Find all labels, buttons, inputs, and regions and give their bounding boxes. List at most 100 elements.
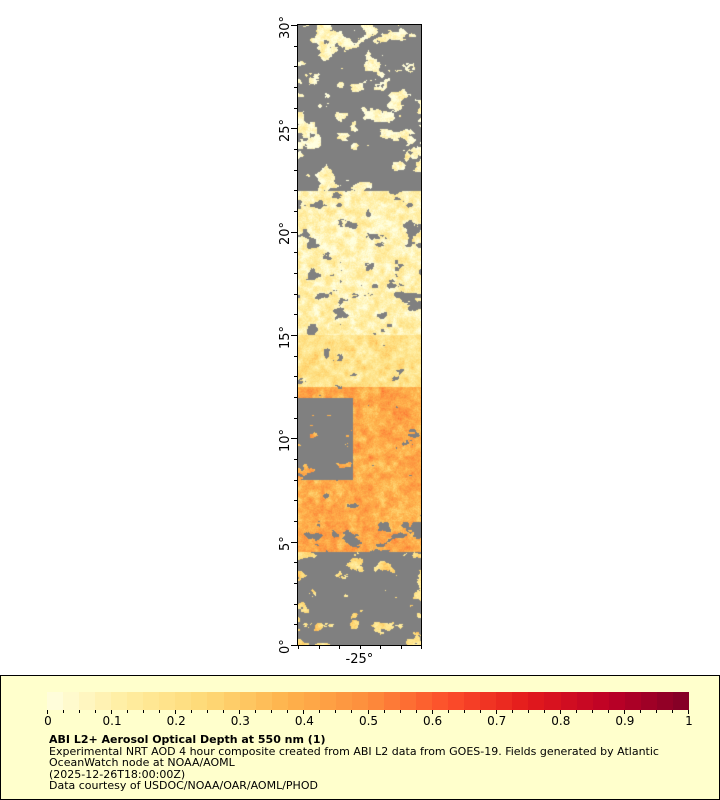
colorbar-tick-label: 0.6 <box>423 714 443 728</box>
colorbar-tick <box>575 710 577 713</box>
colorbar-tick <box>159 710 161 713</box>
longitude-tick <box>339 645 340 649</box>
colorbar-segment <box>608 692 625 710</box>
latitude-tick <box>294 500 298 502</box>
latitude-tick <box>294 459 298 460</box>
colorbar-tick <box>95 710 97 713</box>
colorbar-segment <box>319 692 336 710</box>
latitude-tick-label: 10° <box>278 428 293 452</box>
colorbar-segment <box>47 692 64 710</box>
colorbar-segment <box>576 692 593 710</box>
colorbar-segment <box>175 692 192 710</box>
colorbar-tick <box>335 710 337 713</box>
longitude-tick-label: -25° <box>345 652 374 667</box>
latitude-tick <box>294 273 298 274</box>
latitude-tick <box>294 169 298 171</box>
latitude-tick-label: 5° <box>278 535 293 551</box>
colorbar-segment <box>111 692 128 710</box>
latitude-tick <box>294 583 298 584</box>
colorbar-tick <box>223 710 225 713</box>
colorbar-tick-label: 0.1 <box>102 714 122 728</box>
colorbar-segment <box>143 692 160 710</box>
colorbar-segment <box>496 692 513 710</box>
colorbar-tick <box>495 710 497 714</box>
legend-panel: 0 0.1 0.2 0.3 0.4 0.5 0.6 0.7 0.8 0.9 1 ABI L2+ Ae… <box>0 675 720 800</box>
colorbar-tick <box>479 710 481 713</box>
latitude-tick <box>294 397 298 398</box>
colorbar-segment <box>351 692 368 710</box>
colorbar-tick <box>559 710 561 714</box>
latitude-tick <box>294 252 298 254</box>
colorbar-segment <box>287 692 304 710</box>
latitude-tick <box>291 335 298 336</box>
colorbar-tick <box>127 710 129 713</box>
colorbar-segment <box>432 692 449 710</box>
colorbar-tick <box>511 710 513 713</box>
colorbar-segment <box>383 692 401 710</box>
latitude-tick-label: 0° <box>278 639 293 654</box>
legend-description-2: OceanWatch node at NOAA/AOML <box>49 756 235 769</box>
aod-map <box>297 24 422 646</box>
colorbar-tick <box>383 710 385 713</box>
colorbar-segment <box>448 692 465 710</box>
colorbar-segment <box>464 692 481 710</box>
colorbar-tick <box>543 710 545 713</box>
colorbar-segment <box>271 692 288 710</box>
longitude-tick <box>401 645 402 649</box>
colorbar-tick <box>688 710 689 714</box>
legend-title: ABI L2+ Aerosol Optical Depth at 550 nm … <box>49 733 326 746</box>
colorbar-tick <box>255 710 257 713</box>
colorbar-segment <box>480 692 497 710</box>
latitude-tick <box>291 231 298 233</box>
colorbar-segment <box>512 692 529 710</box>
colorbar-segment <box>624 692 641 710</box>
latitude-tick <box>291 541 298 543</box>
longitude-tick <box>380 645 381 649</box>
colorbar-tick <box>351 710 353 713</box>
colorbar-tick <box>175 710 177 714</box>
colorbar-tick <box>639 710 641 713</box>
latitude-tick <box>291 438 298 440</box>
latitude-tick <box>294 211 298 212</box>
legend-time: (2025-12-26T18:00:00Z) <box>49 768 186 781</box>
colorbar-segment <box>592 692 609 710</box>
colorbar-segment <box>63 692 80 710</box>
colorbar-tick <box>239 710 241 714</box>
colorbar-segment <box>400 692 417 710</box>
colorbar-tick <box>111 710 113 714</box>
aod-heatmap <box>298 25 421 645</box>
colorbar-segment <box>191 692 208 710</box>
latitude-tick <box>294 149 298 150</box>
latitude-tick-label: 30° <box>278 15 293 39</box>
colorbar-tick <box>47 710 48 714</box>
colorbar-tick-label: 0.7 <box>487 714 507 728</box>
colorbar-tick <box>143 710 145 713</box>
colorbar-segment <box>672 692 689 710</box>
colorbar-segment <box>159 692 176 710</box>
latitude-tick <box>294 417 298 419</box>
legend-description-1: Experimental NRT AOD 4 hour composite cr… <box>49 745 659 758</box>
colorbar-tick-label: 0.8 <box>551 714 571 728</box>
colorbar-tick <box>271 710 273 713</box>
colorbar-tick <box>79 710 81 713</box>
colorbar-tick <box>191 710 193 713</box>
colorbar-tick <box>591 710 593 713</box>
colorbar-tick-label: 1 <box>685 714 693 728</box>
latitude-tick <box>294 66 298 68</box>
colorbar-tick <box>671 710 673 713</box>
colorbar-tick <box>527 710 529 713</box>
latitude-tick <box>291 25 298 26</box>
colorbar-tick <box>607 710 609 713</box>
colorbar-tick <box>447 710 449 713</box>
colorbar-segment <box>255 692 272 710</box>
colorbar-tick <box>431 710 433 714</box>
latitude-tick <box>294 293 298 295</box>
latitude-tick <box>291 645 298 646</box>
colorbar-segment <box>335 692 352 710</box>
latitude-tick <box>291 128 298 130</box>
colorbar-segment <box>367 692 384 710</box>
colorbar-segment <box>416 692 433 710</box>
colorbar-tick <box>399 710 401 713</box>
colorbar-tick-label: 0 <box>44 714 52 728</box>
colorbar-segment <box>127 692 144 710</box>
